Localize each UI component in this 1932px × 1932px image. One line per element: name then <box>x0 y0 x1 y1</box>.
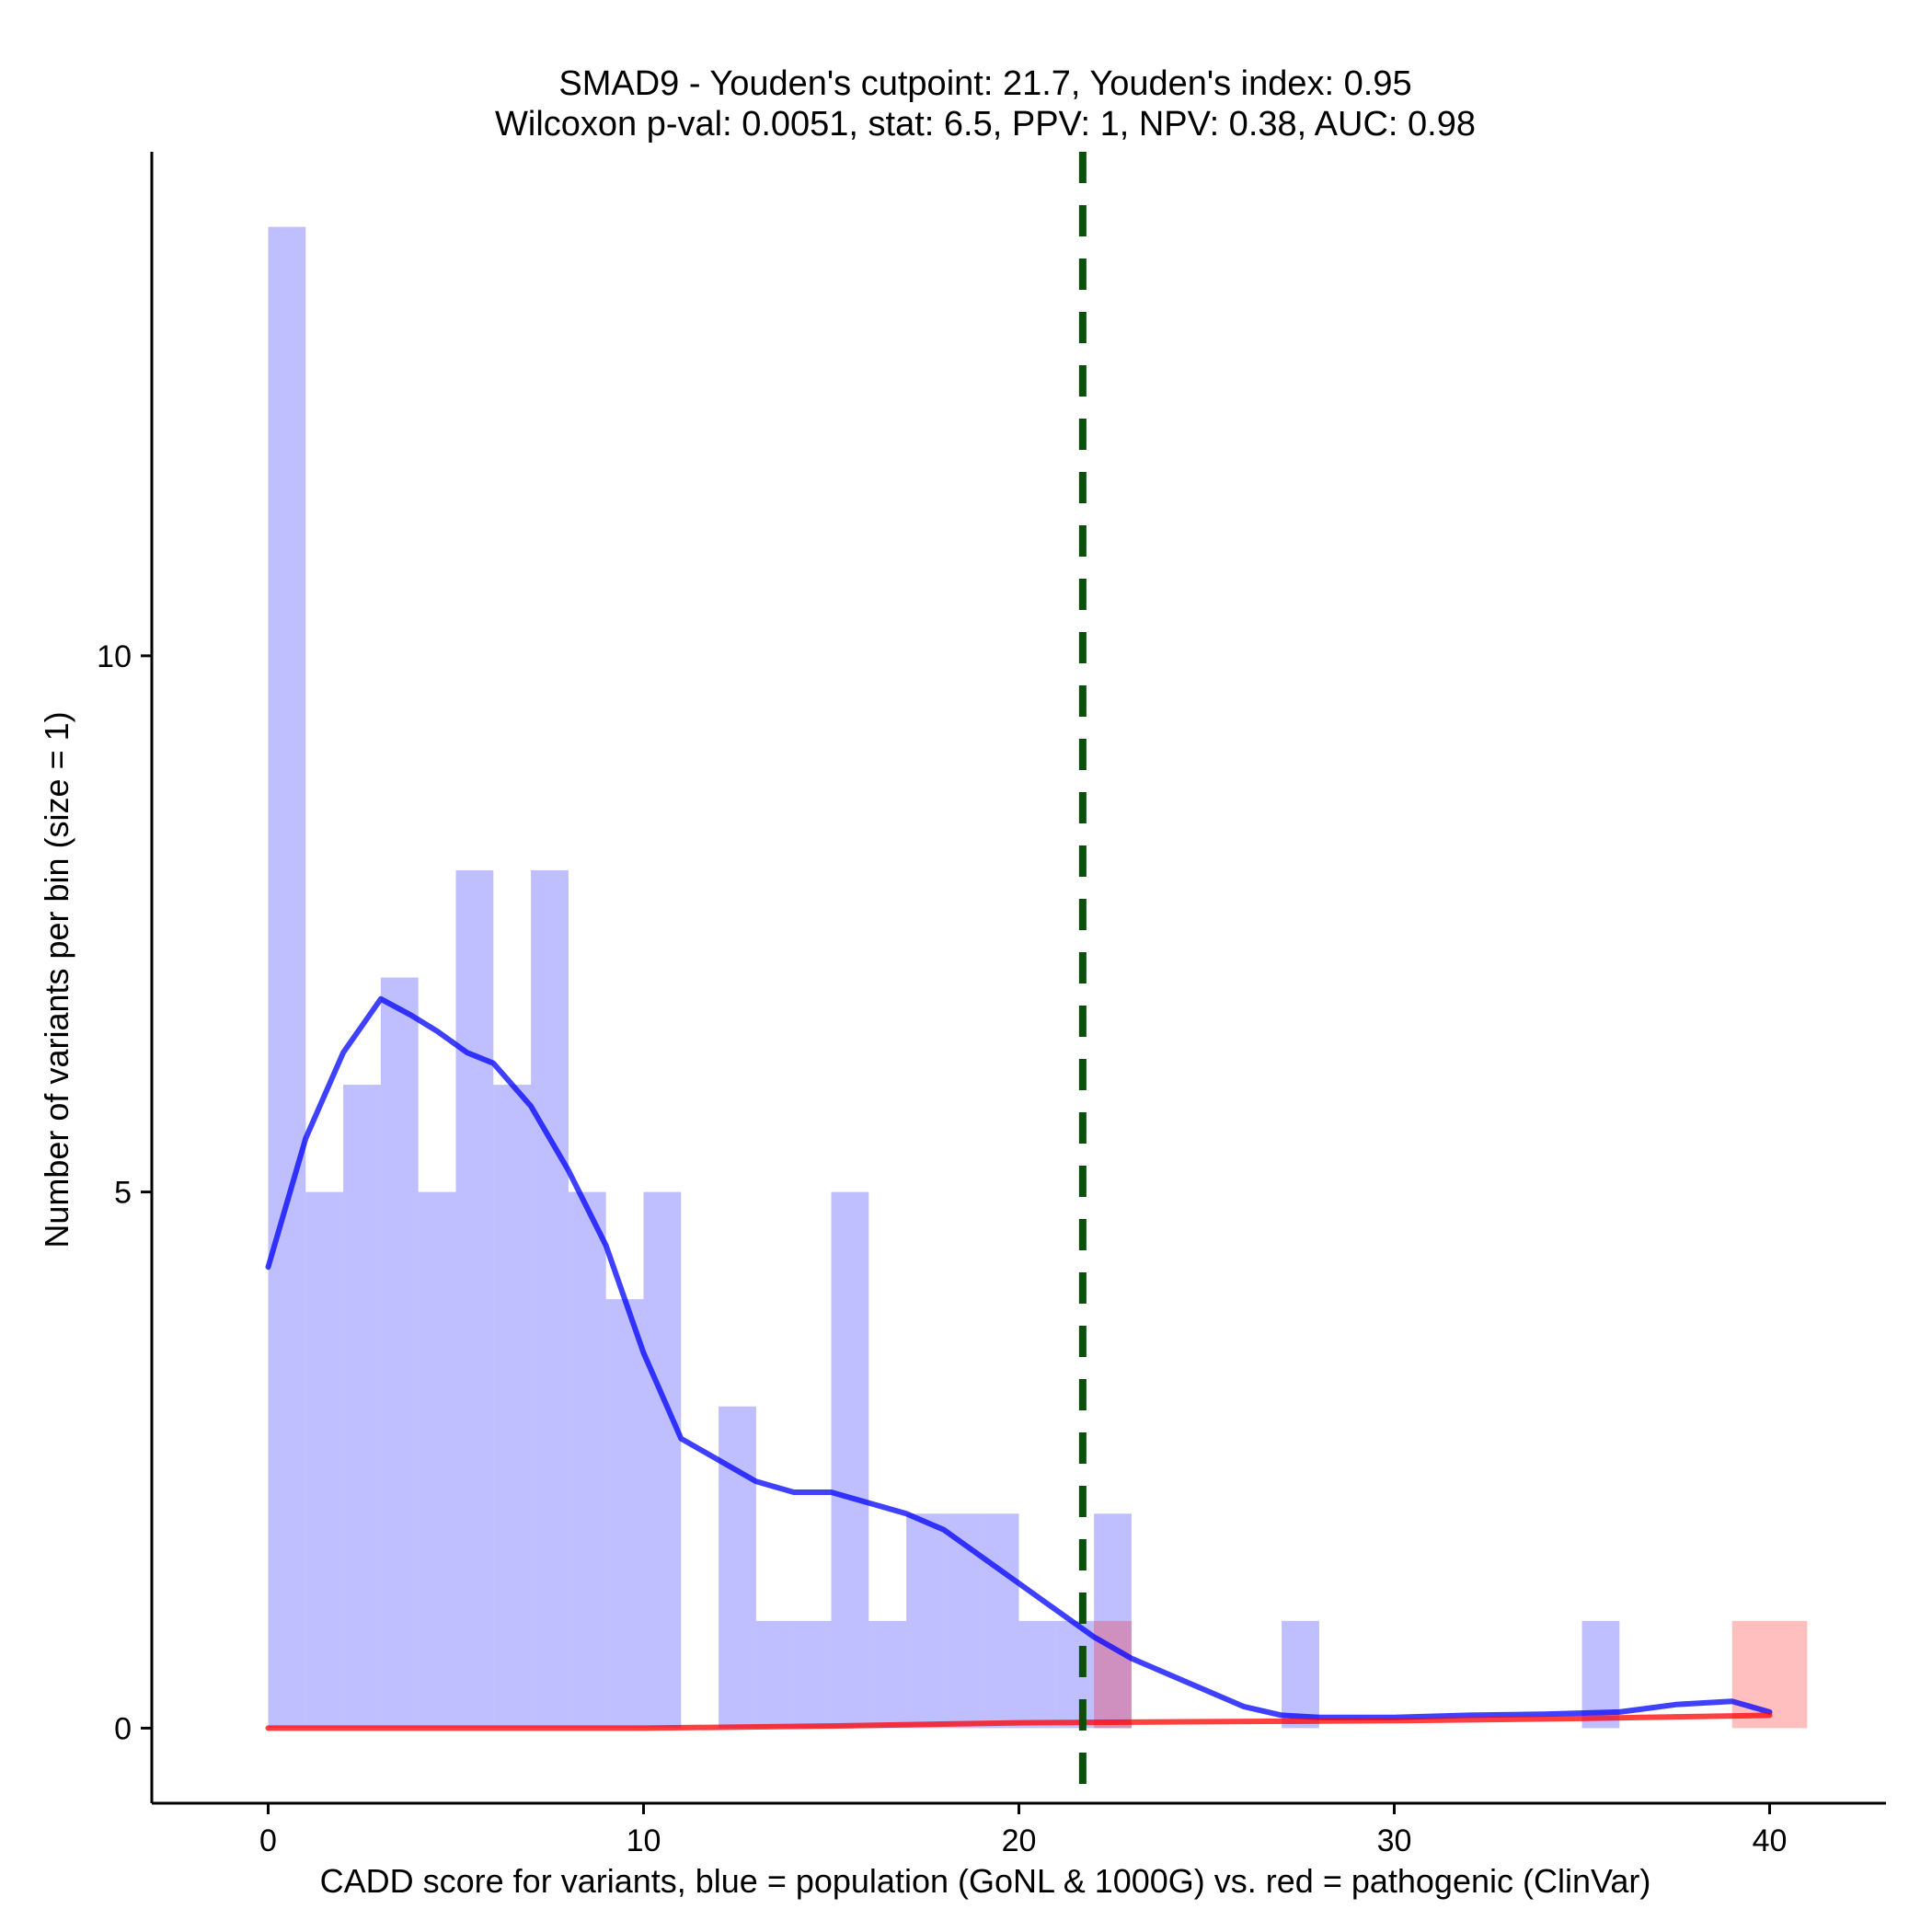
population-bar <box>605 1299 644 1729</box>
population-bar <box>305 1191 344 1729</box>
population-bar <box>1282 1620 1319 1729</box>
y-axis-ticks: 0 5 10 <box>97 639 152 1746</box>
population-bar <box>755 1620 794 1729</box>
population-bar <box>906 1513 944 1729</box>
population-density-line <box>265 995 1773 1720</box>
chart-subtitle: Wilcoxon p-val: 0.0051, stat: 6.5, PPV: … <box>495 105 1476 144</box>
population-bar <box>268 226 306 1729</box>
population-bar <box>868 1620 907 1729</box>
x-axis-label: CADD score for variants, blue = populati… <box>320 1862 1651 1900</box>
x-tick-label: 40 <box>1753 1823 1788 1858</box>
pathogenic-bars <box>1094 1620 1808 1729</box>
population-bar <box>418 1191 456 1729</box>
population-bar <box>343 1085 381 1729</box>
population-bar <box>643 1191 682 1729</box>
population-bar <box>380 977 419 1729</box>
x-tick-label: 0 <box>259 1823 277 1858</box>
y-tick-label: 10 <box>97 639 132 674</box>
population-bar <box>531 869 569 1729</box>
pathogenic-bar <box>1769 1620 1808 1729</box>
chart-title: SMAD9 - Youden's cutpoint: 21.7, Youden'… <box>558 64 1411 103</box>
y-axis-label: Number of variants per bin (size = 1) <box>38 711 75 1248</box>
pathogenic-density-line <box>265 1712 1773 1731</box>
population-bar <box>493 1085 532 1729</box>
y-tick-label: 0 <box>114 1711 132 1746</box>
y-tick-label: 5 <box>114 1176 132 1211</box>
population-bar <box>793 1620 832 1729</box>
x-tick-label: 10 <box>627 1823 661 1858</box>
x-axis-ticks: 0 10 20 30 40 <box>259 1803 1787 1858</box>
population-bars <box>268 226 1620 1729</box>
x-tick-label: 30 <box>1377 1823 1412 1858</box>
population-bar <box>831 1191 869 1729</box>
population-bar <box>568 1191 606 1729</box>
population-bar <box>1056 1620 1095 1729</box>
population-bar <box>981 1513 1019 1729</box>
density-lines <box>265 995 1773 1731</box>
pathogenic-bar <box>1094 1620 1132 1729</box>
population-bar <box>455 869 494 1729</box>
population-bar <box>1094 1513 1132 1729</box>
population-bar <box>1018 1620 1057 1729</box>
population-bar <box>719 1406 756 1729</box>
x-tick-label: 20 <box>1002 1823 1037 1858</box>
